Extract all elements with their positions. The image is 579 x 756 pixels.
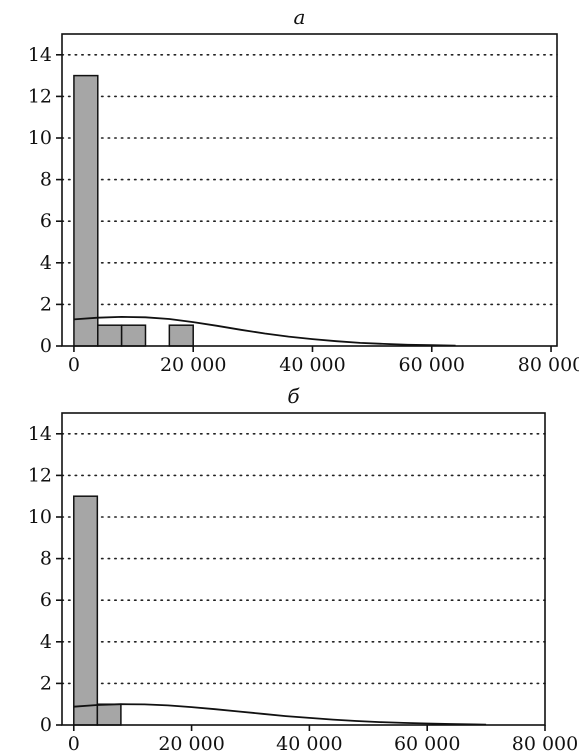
- x-tick-label: 60 000: [394, 733, 460, 755]
- x-tick-label: 40 000: [279, 354, 345, 376]
- y-tick-label: 4: [40, 252, 52, 274]
- histogram-bar: [97, 324, 123, 347]
- histogram-bar: [96, 703, 122, 726]
- y-tick-label: 0: [40, 335, 52, 357]
- x-tick-label: 80 000: [512, 733, 578, 755]
- y-tick-label: 6: [40, 589, 52, 611]
- x-tick-label: 20 000: [160, 354, 226, 376]
- y-tick-label: 10: [28, 506, 52, 528]
- y-tick-label: 14: [28, 423, 52, 445]
- y-tick-label: 8: [40, 548, 52, 570]
- y-tick-label: 0: [40, 714, 52, 736]
- histogram-bar: [73, 495, 99, 726]
- y-tick-label: 8: [40, 169, 52, 191]
- chart-panel-1: а 0 2 4 6 8 10 12 14 0 20 000 40 000 60 000 80 000: [28, 5, 579, 376]
- x-tick-label: 80 000: [518, 354, 579, 376]
- y-tick-label: 4: [40, 631, 52, 653]
- x-tick-label: 0: [68, 354, 80, 376]
- histogram-bar: [120, 324, 147, 347]
- y-tick-label: 12: [28, 464, 52, 486]
- chart-title: а: [294, 5, 306, 29]
- histogram-bar: [73, 74, 99, 347]
- plot-frame: [61, 412, 546, 726]
- y-tick-label: 2: [40, 672, 52, 694]
- x-tick-label: 60 000: [399, 354, 465, 376]
- y-tick-label: 12: [28, 85, 52, 107]
- x-tick-label: 0: [68, 733, 80, 755]
- plot-frame: [61, 33, 558, 347]
- density-curve: [73, 315, 456, 347]
- y-tick-label: 6: [40, 210, 52, 232]
- chart-title: б: [287, 384, 300, 408]
- chart-panel-2: б 0 2 4 6 8 10 12 14 0 20 000 40 000 60 000 80 000: [28, 384, 578, 755]
- y-tick-label: 2: [40, 293, 52, 315]
- x-tick-label: 20 000: [158, 733, 224, 755]
- y-tick-label: 14: [28, 44, 52, 66]
- histogram-bar: [168, 324, 194, 347]
- y-tick-label: 10: [28, 127, 52, 149]
- x-tick-label: 40 000: [276, 733, 342, 755]
- density-curve: [73, 703, 487, 726]
